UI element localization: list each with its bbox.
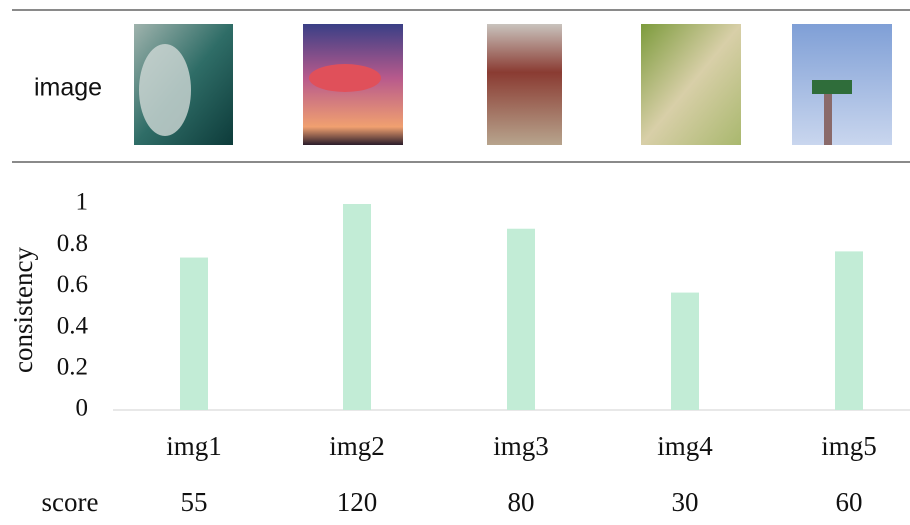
score-value: 30	[672, 487, 699, 517]
score-value: 55	[181, 487, 208, 517]
bar	[671, 293, 699, 410]
score-row-label: score	[42, 487, 99, 517]
y-tick-label: 0.6	[57, 271, 88, 298]
y-tick-label: 0.4	[57, 312, 89, 339]
thumbnail-detail	[824, 90, 832, 145]
score-value: 60	[836, 487, 863, 517]
thumbnail-detail	[309, 64, 381, 92]
thumbnail	[641, 24, 741, 145]
thumbnail-detail	[812, 80, 852, 94]
image-row-label: image	[34, 74, 102, 102]
figure: image 0 0.2 0.4 0.6 0.8 1 consistency img1 img2 i…	[0, 0, 910, 525]
x-tick-label: img4	[657, 431, 713, 461]
thumbnail-detail	[139, 44, 191, 136]
x-tick-label: img3	[493, 431, 549, 461]
bar	[343, 204, 371, 410]
bar	[835, 251, 863, 410]
y-axis-label: consistency	[8, 247, 38, 373]
y-tick-label: 0	[76, 395, 89, 422]
thumbnail	[487, 24, 562, 145]
score-value: 120	[337, 487, 378, 517]
y-tick-label: 0.2	[57, 354, 88, 381]
y-tick-label: 1	[76, 189, 89, 216]
bar	[180, 258, 208, 410]
x-tick-label: img5	[821, 431, 877, 461]
score-value: 80	[508, 487, 535, 517]
y-tick-label: 0.8	[57, 230, 88, 257]
bar	[507, 229, 535, 410]
x-tick-label: img2	[329, 431, 385, 461]
x-tick-label: img1	[166, 431, 222, 461]
